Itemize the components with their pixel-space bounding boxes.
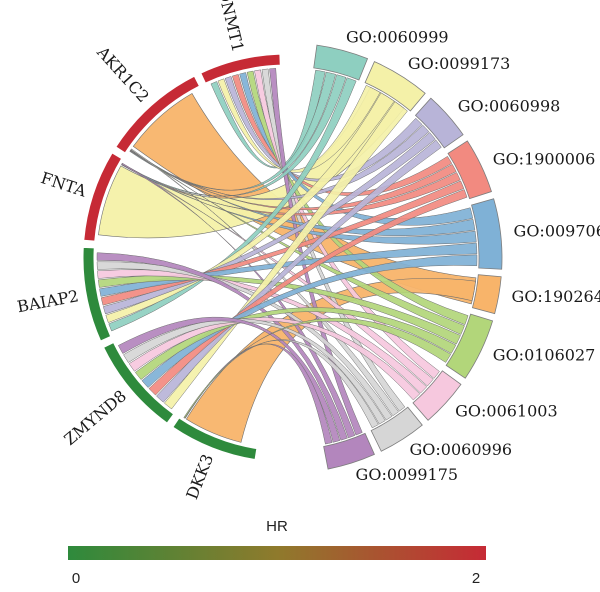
gene-segment-akr1c2 — [115, 75, 201, 154]
gene-label-dkk3: DKK3 — [182, 451, 217, 502]
term-segment-go-0060996 — [370, 406, 423, 452]
ribbon-baiap2-go-0061003 — [97, 269, 428, 394]
gene-segment-zmynd8 — [102, 341, 175, 424]
legend-gradient-bar — [68, 546, 486, 560]
legend-max-label: 2 — [472, 570, 480, 587]
ribbon-baiap2-go-0099175 — [96, 252, 348, 441]
gene-segment-baiap2 — [82, 246, 112, 342]
ribbon-dnmt1-go-0106027 — [246, 70, 469, 326]
ribbon-zmynd8-go-0106027 — [134, 307, 457, 380]
ribbon-dkk3-go-0106027 — [183, 317, 452, 419]
chord-ribbons — [96, 68, 478, 445]
ribbon-akr1c2-go-1902644 — [132, 93, 477, 305]
ribbon-akr1c2-go-0097061 — [130, 149, 476, 237]
gene-segments — [82, 53, 281, 461]
ribbon-zmynd8-go-0099175 — [117, 316, 341, 443]
legend-min-label: 0 — [72, 570, 80, 587]
gene-label-akr1c2: AKR1C2 — [93, 42, 153, 106]
gene-label-baiap2: BAIAP2 — [16, 286, 81, 316]
ribbon-baiap2-go-0106027 — [97, 274, 461, 345]
term-label-go-0060998: GO:0060998 — [458, 96, 561, 115]
gene-label-zmynd8: ZMYND8 — [60, 386, 130, 449]
term-label-go-0099175: GO:0099175 — [356, 465, 459, 484]
gene-segment-dkk3 — [172, 417, 258, 461]
ribbon-dnmt1-go-0060996 — [261, 68, 406, 412]
term-segment-go-0060998 — [414, 97, 464, 149]
term-label-go-0060996: GO:0060996 — [410, 440, 513, 459]
gene-segment-fnta — [83, 152, 123, 242]
term-label-go-1902644: GO:1902644 — [512, 287, 600, 306]
ribbon-dkk3-go-0060996 — [183, 339, 379, 429]
gene-label-fnta: FNTA — [39, 168, 89, 201]
term-segment-go-0061003 — [412, 370, 462, 421]
term-segment-go-0097061 — [471, 198, 503, 270]
ribbon-dnmt1-go-0097061 — [239, 72, 474, 226]
term-segment-go-0099175 — [323, 432, 375, 470]
ribbon-akr1c2-go-0060996 — [130, 148, 399, 417]
term-segment-go-1902644 — [471, 274, 502, 315]
term-segment-go-1900006 — [447, 140, 492, 200]
term-label-go-1900006: GO:1900006 — [493, 149, 596, 168]
ribbon-fnta-go-0061003 — [121, 163, 434, 387]
hr-legend: HR 0 2 — [68, 518, 486, 587]
term-label-go-0060999: GO:0060999 — [346, 27, 449, 46]
gene-label-dnmt1: DNMT1 — [214, 0, 247, 54]
ribbon-dnmt1-go-0060999 — [210, 69, 326, 169]
term-segments — [313, 44, 503, 470]
ribbon-dnmt1-go-0099175 — [269, 68, 363, 436]
term-label-go-0061003: GO:0061003 — [455, 402, 558, 421]
term-segment-go-0060999 — [313, 44, 369, 81]
ribbon-baiap2-go-0060996 — [96, 261, 393, 421]
term-label-go-0106027: GO:0106027 — [493, 346, 596, 365]
term-segment-go-0099173 — [364, 61, 426, 112]
term-label-go-0099173: GO:0099173 — [408, 54, 511, 73]
legend-title: HR — [266, 518, 288, 535]
gene-segment-dnmt1 — [200, 53, 281, 84]
term-segment-go-0106027 — [445, 313, 494, 379]
term-label-go-0097061: GO:0097061 — [514, 222, 600, 241]
